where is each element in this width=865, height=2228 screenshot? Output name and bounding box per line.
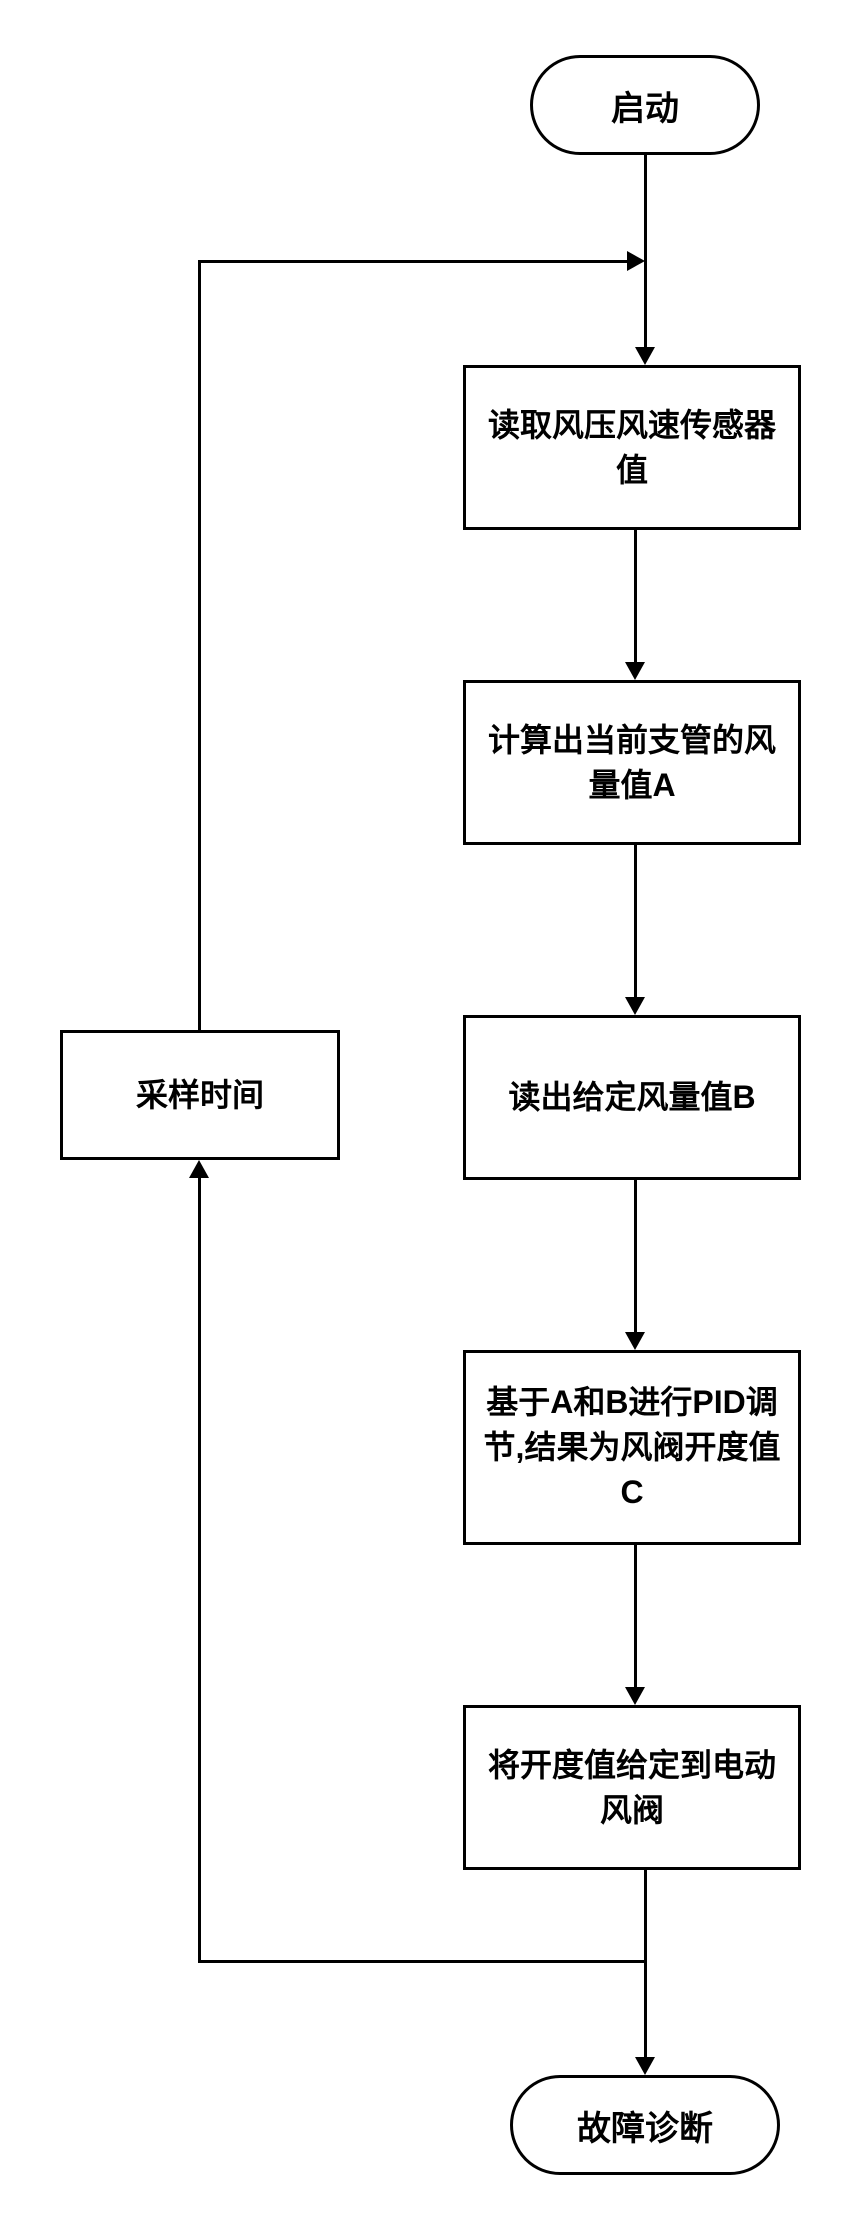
fault-label: 故障诊断 xyxy=(577,2101,713,2150)
arrowhead-output-fault xyxy=(635,2057,655,2075)
sample-time-node: 采样时间 xyxy=(60,1030,340,1160)
read-sensor-label: 读取风压风速传感器值 xyxy=(481,403,783,493)
edge-feedback-top-horiz xyxy=(198,260,630,263)
edge-readb-pid xyxy=(634,1180,637,1335)
read-sensor-node: 读取风压风速传感器值 xyxy=(463,365,801,530)
edge-readsensor-calca xyxy=(634,530,637,665)
arrowhead-readsensor-calca xyxy=(625,662,645,680)
fault-node: 故障诊断 xyxy=(510,2075,780,2175)
pid-label: 基于A和B进行PID调节,结果为风阀开度值C xyxy=(481,1380,783,1514)
calc-a-label: 计算出当前支管的风量值A xyxy=(481,718,783,808)
sample-time-label: 采样时间 xyxy=(136,1073,264,1118)
edge-feedback-top-vert xyxy=(198,260,201,1030)
arrowhead-feedback-top xyxy=(627,251,645,271)
edge-output-fault xyxy=(644,1870,647,2060)
start-label: 启动 xyxy=(611,81,679,130)
pid-node: 基于A和B进行PID调节,结果为风阀开度值C xyxy=(463,1350,801,1545)
edge-feedback-bottom-vert xyxy=(198,1175,201,1963)
arrowhead-pid-output xyxy=(625,1687,645,1705)
edge-feedback-bottom-horiz xyxy=(198,1960,647,1963)
arrowhead-feedback-bottom xyxy=(189,1160,209,1178)
output-label: 将开度值给定到电动风阀 xyxy=(481,1743,783,1833)
calc-a-node: 计算出当前支管的风量值A xyxy=(463,680,801,845)
arrowhead-readb-pid xyxy=(625,1332,645,1350)
start-node: 启动 xyxy=(530,55,760,155)
read-b-node: 读出给定风量值B xyxy=(463,1015,801,1180)
edge-pid-output xyxy=(634,1545,637,1690)
arrowhead-calca-readb xyxy=(625,997,645,1015)
read-b-label: 读出给定风量值B xyxy=(508,1075,755,1120)
arrowhead-start-readsensor xyxy=(635,347,655,365)
output-node: 将开度值给定到电动风阀 xyxy=(463,1705,801,1870)
edge-calca-readb xyxy=(634,845,637,1000)
